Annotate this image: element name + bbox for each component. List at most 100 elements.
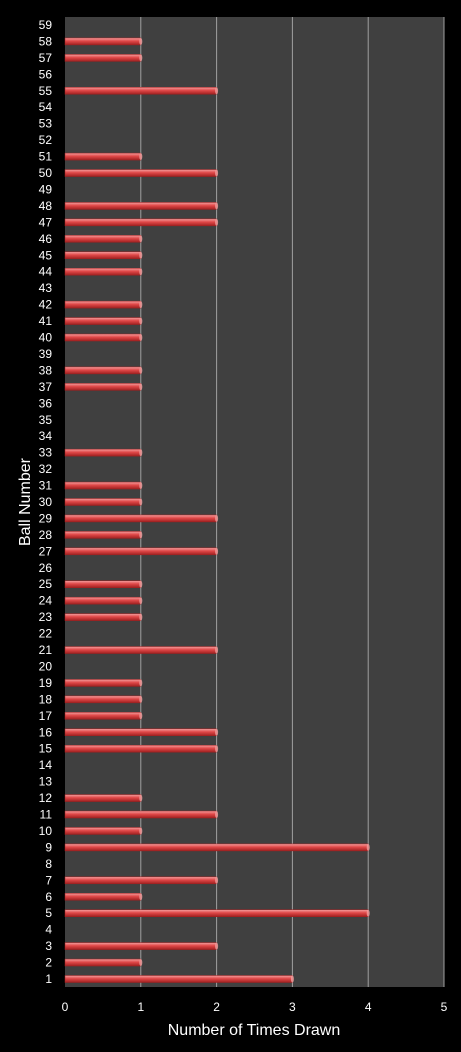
bar-ball-7 [64,876,217,885]
bar-ball-12 [64,794,142,802]
bar-ball-44 [64,267,142,276]
bar-ball-15 [64,744,217,753]
bar-ball-9 [64,843,369,852]
bar-ball-47 [64,218,217,227]
y-tick-label-11: 11 [40,808,53,822]
bar-ball-24 [64,596,142,605]
bar-cap-ball-51 [139,153,143,161]
y-tick-label-24: 24 [39,594,53,608]
y-tick-label-15: 15 [39,742,53,756]
bar-cap-ball-6 [139,893,143,901]
bar-ball-58 [64,37,142,46]
bar-ball-17 [64,712,142,720]
y-tick-label-51: 51 [39,150,53,164]
bar-cap-ball-17 [139,712,143,720]
y-tick-label-45: 45 [39,248,53,262]
y-tick-label-10: 10 [39,824,53,838]
bar-ball-31 [64,481,142,490]
bar-cap-ball-44 [139,268,143,276]
bar-ball-28 [64,531,142,539]
y-tick-label-13: 13 [39,775,53,789]
bar-cap-ball-33 [139,449,143,457]
bar-cap-ball-47 [215,218,219,226]
x-tick-label-5: 5 [441,1000,448,1014]
bars [64,37,370,983]
y-tick-label-39: 39 [39,347,53,361]
y-tick-label-31: 31 [39,479,53,493]
y-tick-label-44: 44 [39,265,53,279]
bar-cap-ball-15 [215,745,219,753]
y-tick-label-23: 23 [39,610,53,624]
bar-ball-38 [64,366,142,375]
bar-cap-ball-40 [139,334,143,342]
bar-ball-46 [64,235,142,243]
x-tick-labels: 0 1 2 3 4 5 [62,1000,448,1014]
y-tick-label-2: 2 [45,956,52,970]
bar-ball-30 [64,498,142,506]
y-tick-label-34: 34 [39,429,53,443]
y-tick-label-33: 33 [39,446,53,460]
bar-ball-10 [64,827,142,835]
bar-cap-ball-41 [139,317,143,325]
bar-cap-ball-48 [215,202,219,210]
bar-ball-33 [64,448,142,457]
y-tick-label-27: 27 [39,544,53,558]
x-tick-label-1: 1 [137,1000,144,1014]
bar-cap-ball-11 [215,811,219,819]
bar-cap-ball-45 [139,251,143,259]
bar-cap-ball-1 [290,975,294,983]
x-tick-label-0: 0 [62,1000,69,1014]
bar-cap-ball-58 [139,37,143,45]
x-axis-title: Number of Times Drawn [168,1022,341,1039]
bar-ball-40 [64,333,142,342]
y-tick-label-54: 54 [39,100,53,114]
bar-cap-ball-50 [215,169,219,177]
y-tick-label-42: 42 [39,298,53,312]
y-tick-label-25: 25 [39,577,53,591]
y-tick-label-7: 7 [45,873,52,887]
bar-cap-ball-30 [139,498,143,506]
bar-ball-37 [64,383,142,391]
bar-cap-ball-9 [366,843,370,851]
y-tick-label-41: 41 [39,314,53,328]
y-tick-label-12: 12 [39,791,53,805]
y-tick-label-53: 53 [39,117,53,131]
bar-cap-ball-2 [139,959,143,967]
y-tick-label-55: 55 [39,84,53,98]
bar-cap-ball-42 [139,301,143,309]
y-tick-label-32: 32 [39,462,53,476]
bar-cap-ball-55 [215,87,219,95]
y-tick-label-46: 46 [39,232,53,246]
bar-ball-5 [64,909,369,917]
y-tick-label-16: 16 [39,725,53,739]
bar-cap-ball-31 [139,482,143,490]
y-tick-label-37: 37 [39,380,53,394]
y-tick-label-4: 4 [45,923,52,937]
bar-ball-29 [64,514,217,523]
x-tick-label-4: 4 [365,1000,372,1014]
y-tick-label-48: 48 [39,199,53,213]
y-tick-label-36: 36 [39,396,53,410]
y-axis-title: Ball Number [17,457,34,546]
bar-ball-50 [64,169,217,177]
y-tick-label-35: 35 [39,413,53,427]
y-tick-label-47: 47 [39,215,53,229]
bar-cap-ball-29 [215,514,219,522]
bar-cap-ball-10 [139,827,143,835]
bar-cap-ball-37 [139,383,143,391]
bar-ball-48 [64,202,217,210]
x-tick-label-2: 2 [213,1000,220,1014]
bar-ball-2 [64,958,142,967]
bar-ball-25 [64,580,142,588]
y-tick-label-3: 3 [45,939,52,953]
y-tick-label-43: 43 [39,281,53,295]
y-tick-label-5: 5 [45,906,52,920]
bar-ball-57 [64,54,142,62]
bar-cap-ball-3 [215,942,219,950]
bar-ball-11 [64,810,217,819]
y-tick-label-29: 29 [39,511,53,525]
y-tick-label-58: 58 [39,34,53,48]
bar-cap-ball-24 [139,597,143,605]
bar-cap-ball-23 [139,613,143,621]
bar-ball-21 [64,646,217,654]
